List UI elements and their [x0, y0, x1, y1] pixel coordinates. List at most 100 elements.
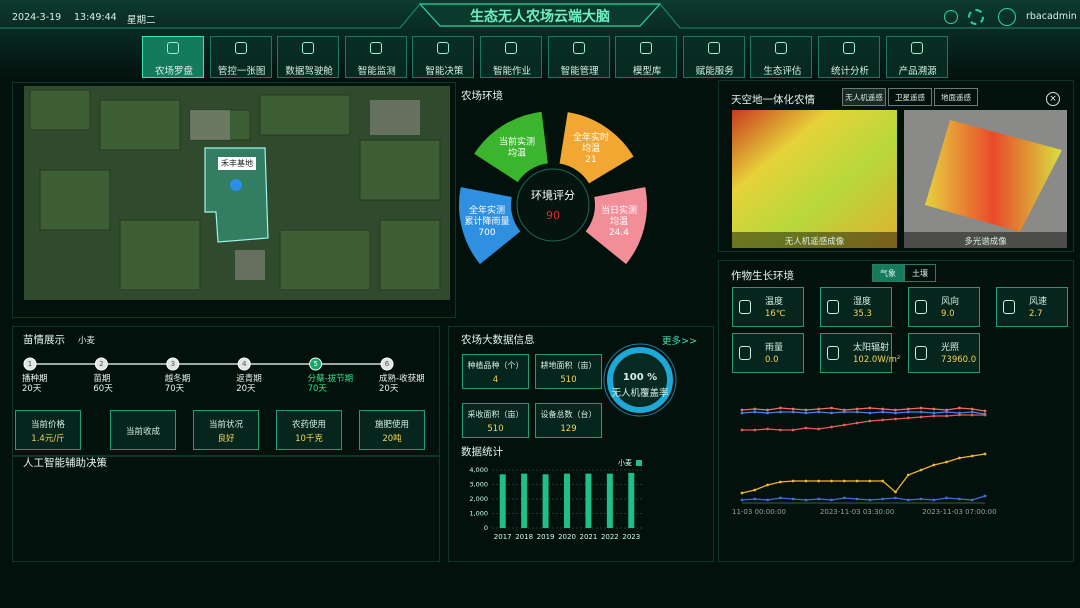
line-point — [817, 479, 821, 483]
metric-card: 雨量 0.0 — [732, 333, 804, 373]
nav-tab[interactable]: 统计分析 — [818, 36, 880, 78]
growth-tab[interactable]: 土壤 — [904, 264, 936, 282]
line-point — [830, 425, 833, 429]
line — [741, 453, 986, 494]
section-title: 数据统计 — [461, 446, 503, 458]
metric-card: 风向 9.0 — [908, 287, 980, 327]
line-point — [842, 410, 846, 414]
stage-name: 分蘖-拔节期 — [307, 374, 354, 384]
line-point — [919, 497, 923, 501]
metric-value: 2.7 — [1029, 309, 1043, 319]
sky-tab[interactable]: 卫星遥感 — [888, 88, 932, 106]
growth-tab[interactable]: 气象 — [872, 264, 904, 282]
nav-tab[interactable]: 农场罗盘 — [142, 36, 204, 78]
line-point — [804, 498, 808, 502]
metric-label: 温度 — [765, 297, 784, 307]
metric-card: 太阳辐射 102.0W/m² — [820, 333, 900, 373]
nav-tab[interactable]: 赋能服务 — [682, 36, 745, 78]
bar — [606, 473, 613, 528]
line-point — [881, 407, 885, 411]
line-point — [970, 413, 974, 417]
metric-icon — [739, 346, 751, 360]
nav-tab[interactable]: 产品溯源 — [885, 36, 948, 78]
user-avatar[interactable] — [998, 8, 1016, 26]
stage-name: 越冬期 — [164, 374, 191, 384]
user-name[interactable]: rbacadmin — [1026, 11, 1077, 22]
stage-step: 3 — [171, 360, 175, 368]
settings-icon[interactable] — [968, 9, 984, 25]
line-point — [970, 407, 974, 411]
line-point — [894, 496, 897, 500]
nav-tab[interactable]: 智能作业 — [480, 36, 542, 78]
data-value: 510 — [560, 375, 577, 385]
close-button[interactable]: × — [1046, 92, 1060, 106]
metric-value: 35.3 — [853, 309, 872, 319]
sky-tab[interactable]: 无人机遥感 — [842, 88, 886, 106]
line-point — [881, 418, 885, 422]
nav-tab[interactable]: 智能决策 — [412, 36, 475, 78]
farm-pin — [230, 179, 242, 191]
line-point — [842, 479, 846, 483]
data-label: 种植品种（个） — [467, 361, 524, 370]
sky-tab[interactable]: 地面遥感 — [934, 88, 978, 106]
line-point — [983, 494, 987, 498]
metric-label: 风速 — [1029, 297, 1048, 307]
ring-label: 无人机覆盖率 — [611, 388, 669, 399]
metric-label: 太阳辐射 — [853, 343, 890, 353]
line-point — [894, 411, 897, 415]
petal-text: 当日实测 — [601, 204, 637, 216]
line-point — [932, 498, 936, 502]
line-point — [970, 454, 974, 458]
stage-dot — [94, 357, 108, 371]
line-point — [868, 479, 872, 483]
bigdata-panel — [448, 326, 714, 562]
metric-value: 102.0W/m² — [853, 355, 901, 365]
nav-tab[interactable]: 管控一张图 — [209, 36, 272, 78]
data-value: 510 — [487, 424, 504, 434]
info-card: 当前价格 1.4元/斤 — [15, 410, 81, 450]
line-point — [766, 408, 769, 412]
alert-icon[interactable] — [944, 10, 958, 24]
petal-text: 均温 — [610, 215, 628, 227]
more-link[interactable]: 更多>> — [662, 336, 697, 347]
info-value: 良好 — [217, 434, 235, 444]
x-tick-label: 2021 — [580, 533, 598, 541]
x-tick-label: 11-03 00:00:00 — [732, 508, 786, 516]
metric-label: 雨量 — [765, 343, 784, 353]
line-point — [791, 497, 795, 501]
env-petal — [585, 187, 647, 265]
nav-icon — [369, 42, 382, 54]
stage-name: 播种期 — [22, 374, 48, 384]
line-point — [855, 497, 859, 501]
score-ring — [516, 168, 590, 242]
line-point — [894, 417, 897, 421]
nav-icon — [234, 42, 247, 54]
line-point — [894, 490, 897, 494]
line-point — [791, 428, 795, 432]
petal-text: 均温 — [582, 142, 600, 154]
line-point — [778, 406, 782, 410]
line-point — [945, 410, 949, 414]
line-point — [906, 407, 910, 411]
nav-tab[interactable]: 智能管理 — [547, 36, 610, 78]
section-title: 苗情展示 — [23, 334, 65, 346]
nav-tab[interactable]: 数据驾驶舱 — [277, 36, 340, 78]
nav-tab[interactable]: 生态评估 — [750, 36, 813, 78]
stage-dot — [380, 357, 394, 371]
line-point — [791, 410, 795, 414]
nav-icon — [167, 42, 179, 54]
nav-tab[interactable]: 智能监测 — [344, 36, 407, 78]
x-tick-label: 2019 — [537, 533, 555, 541]
env-petal — [474, 111, 548, 183]
bar — [542, 474, 549, 528]
line-point — [855, 407, 859, 411]
line-point — [906, 473, 910, 477]
line — [742, 414, 985, 431]
nav-icon — [707, 42, 720, 54]
stage-days: 20天 — [379, 384, 399, 394]
line-point — [778, 480, 782, 484]
line-point — [932, 463, 936, 467]
nav-tab[interactable]: 模型库 — [615, 36, 678, 78]
data-label: 耕地面积（亩） — [540, 361, 597, 370]
